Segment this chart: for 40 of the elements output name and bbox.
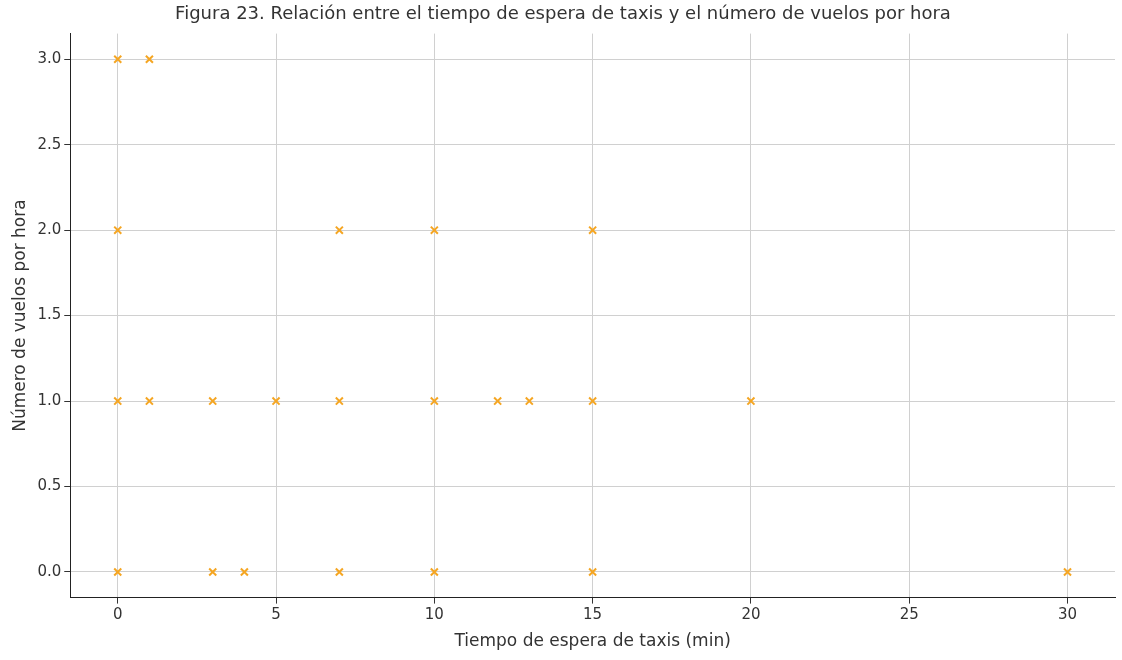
x-axis-title: Tiempo de espera de taxis (min) [453, 630, 731, 651]
x-tick-label: 0 [112, 605, 123, 624]
point [208, 567, 218, 577]
point [208, 396, 218, 406]
y-tick-label: 0.0 [37, 561, 62, 580]
y-tick-label: 3.0 [37, 49, 62, 68]
y-tick-label: 1.5 [37, 305, 62, 324]
point [144, 54, 154, 64]
point [1062, 567, 1073, 577]
x-tick-label: 25 [899, 605, 919, 624]
y-tick-label: 1.0 [37, 390, 62, 409]
point [334, 567, 344, 577]
point [746, 396, 756, 406]
y-tick-label: 2.0 [37, 220, 62, 239]
y-tick-label: 0.5 [37, 476, 62, 495]
point [429, 396, 439, 406]
point [113, 225, 123, 235]
point [588, 225, 598, 235]
x-tick-label: 10 [424, 605, 444, 624]
y-tick-label: 2.5 [37, 134, 62, 153]
point [588, 396, 598, 406]
x-tick-label: 20 [741, 605, 761, 624]
point [144, 396, 154, 406]
point [524, 396, 534, 406]
point [429, 225, 439, 235]
point [271, 396, 281, 406]
point [334, 225, 344, 235]
x-tick-label: 5 [271, 605, 281, 624]
x-tick-label: 15 [583, 605, 603, 624]
point [113, 396, 123, 406]
chart-title: Figura 23. Relación entre el tiempo de espera de taxis y el número de vuelos por hora [175, 2, 951, 24]
point [334, 396, 344, 406]
point [588, 567, 598, 577]
point [113, 54, 123, 64]
y-axis-title: Número de vuelos por hora [8, 199, 29, 432]
point [429, 567, 439, 577]
x-tick-label: 30 [1057, 605, 1078, 624]
point [493, 396, 503, 406]
point [113, 567, 123, 577]
point [239, 567, 249, 577]
